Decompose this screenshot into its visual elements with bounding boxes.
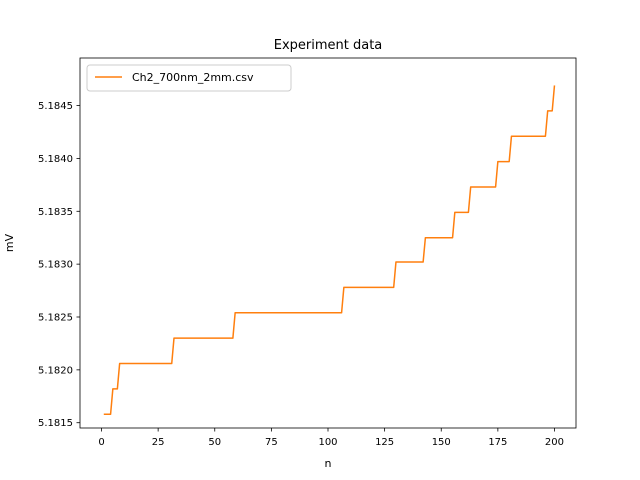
x-tick-label: 25 xyxy=(152,437,165,448)
legend: Ch2_700nm_2mm.csv xyxy=(86,64,292,92)
y-axis-label: mV xyxy=(3,233,16,252)
x-tick-label: 125 xyxy=(375,437,394,448)
x-tick-label: 0 xyxy=(98,437,104,448)
y-axis-ticks: 5.1815 5.1820 5.1825 5.1830 5.1835 5.1840 5.18… xyxy=(38,101,80,429)
y-tick-label: 5.1830 xyxy=(38,260,73,271)
x-axis-label: n xyxy=(325,457,332,470)
legend-box xyxy=(86,64,292,92)
x-tick-label: 75 xyxy=(265,437,278,448)
x-tick-label: 150 xyxy=(432,437,451,448)
x-tick-label: 200 xyxy=(545,437,564,448)
x-tick-label: 100 xyxy=(318,437,337,448)
series-line-0 xyxy=(103,85,556,416)
x-tick-label: 50 xyxy=(208,437,221,448)
y-tick-label: 5.1835 xyxy=(38,207,73,218)
y-tick-label: 5.1840 xyxy=(38,154,73,165)
x-axis-ticks: 0 25 50 75 100 125 150 175 200 xyxy=(98,428,564,448)
y-tick-label: 5.1820 xyxy=(38,365,73,376)
y-tick-label: 5.1825 xyxy=(38,313,73,324)
plot-background xyxy=(80,58,576,428)
x-tick-label: 175 xyxy=(488,437,507,448)
legend-entry-label: Ch2_700nm_2mm.csv xyxy=(132,71,254,84)
series-lines xyxy=(103,85,556,416)
plot-area xyxy=(79,57,577,429)
y-tick-label: 5.1815 xyxy=(38,418,73,429)
y-tick-label: 5.1845 xyxy=(38,101,73,112)
chart-title: Experiment data xyxy=(274,38,383,53)
